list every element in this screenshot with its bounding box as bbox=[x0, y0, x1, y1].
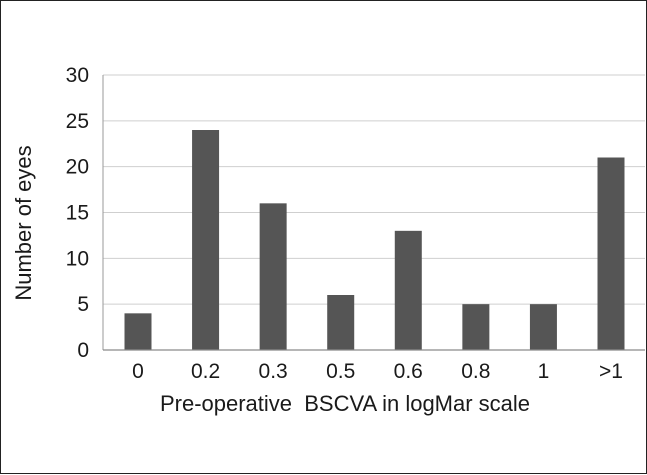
y-tick-labels: 0 5 10 15 20 25 30 bbox=[66, 64, 89, 362]
gridlines bbox=[103, 74, 645, 305]
y-tick-label: 5 bbox=[77, 293, 89, 316]
y-axis-label: Number of eyes bbox=[11, 145, 36, 300]
y-tick-label: 30 bbox=[66, 64, 89, 87]
x-tick-labels: 0 0.2 0.3 0.5 0.6 0.8 1 >1 bbox=[132, 360, 623, 383]
bar bbox=[462, 304, 490, 350]
bars bbox=[124, 130, 625, 350]
bar bbox=[597, 157, 625, 350]
x-tick-label: 0.8 bbox=[461, 360, 490, 383]
x-tick-label: 0.5 bbox=[326, 360, 355, 383]
x-tick-label: 1 bbox=[538, 360, 550, 383]
y-tick-label: 0 bbox=[77, 339, 89, 362]
x-axis-label: Pre-operative BSCVA in logMar scale bbox=[160, 391, 530, 416]
y-tick-label: 25 bbox=[66, 110, 89, 133]
bar bbox=[327, 295, 355, 350]
x-tick-label: 0.3 bbox=[259, 360, 288, 383]
axes bbox=[102, 75, 645, 351]
bar bbox=[259, 203, 287, 350]
y-tick-label: 15 bbox=[66, 202, 89, 225]
bar bbox=[394, 230, 422, 350]
y-tick-label: 20 bbox=[66, 156, 89, 179]
y-tick-label: 10 bbox=[66, 247, 89, 270]
x-tick-label: >1 bbox=[599, 360, 623, 383]
bar bbox=[192, 130, 220, 350]
x-tick-label: 0.2 bbox=[191, 360, 220, 383]
bar bbox=[529, 304, 557, 350]
x-tick-label: 0 bbox=[132, 360, 144, 383]
x-tick-label: 0.6 bbox=[394, 360, 423, 383]
bar bbox=[124, 313, 152, 350]
